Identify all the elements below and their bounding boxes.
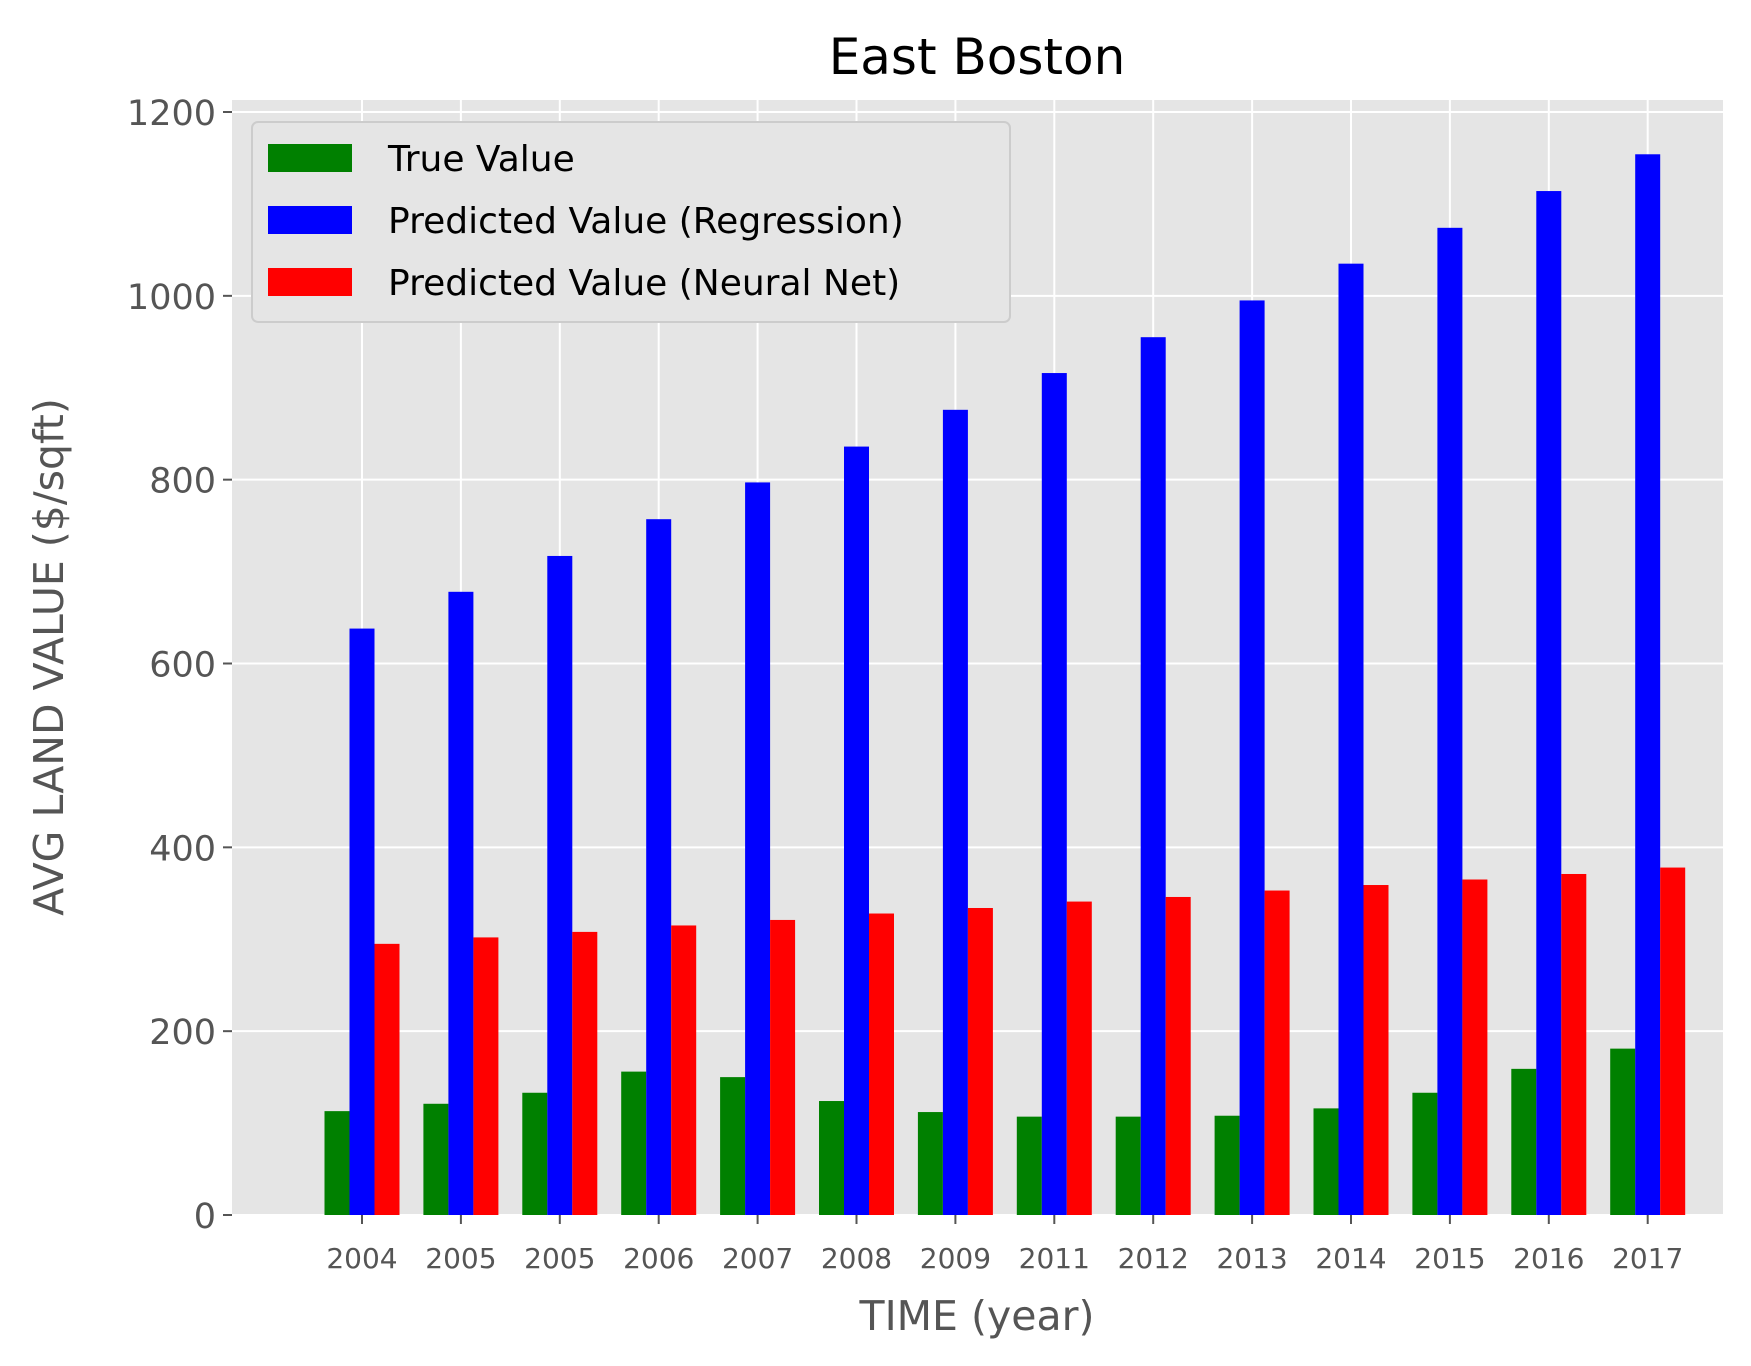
bar-true-value [1511, 1068, 1537, 1215]
x-tick-label: 2012 [1118, 1242, 1189, 1275]
x-tick-label: 2013 [1216, 1242, 1287, 1275]
y-tick-label: 0 [194, 1197, 216, 1237]
bar-true-value [324, 1111, 350, 1215]
x-tick-label: 2008 [821, 1242, 892, 1275]
bar-predicted-value-regression [646, 519, 672, 1215]
bar-predicted-value-regression [1536, 191, 1562, 1215]
bar-predicted-value-neural-net [473, 937, 499, 1215]
chart-title: East Boston [829, 28, 1126, 86]
bar-predicted-value-neural-net [1165, 896, 1191, 1215]
bar-predicted-value-regression [1437, 227, 1463, 1215]
bar-true-value [1115, 1116, 1141, 1215]
x-tick-label: 2004 [326, 1242, 397, 1275]
x-tick-label: 2009 [920, 1242, 991, 1275]
bars [324, 154, 1686, 1216]
y-axis-label: AVG LAND VALUE ($/sqft) [25, 398, 73, 916]
bar-true-value [1412, 1092, 1438, 1215]
y-tick-label: 200 [149, 1013, 216, 1053]
y-axis: 0 200 400 600 800 1000 1200 [127, 94, 232, 1237]
y-tick-label: 400 [149, 829, 216, 869]
bar-predicted-value-neural-net [1561, 873, 1587, 1215]
legend-label: Predicted Value (Regression) [388, 201, 904, 242]
bar-true-value [522, 1092, 548, 1215]
x-tick-label: 2007 [722, 1242, 793, 1275]
x-tick-label: 2005 [524, 1242, 595, 1275]
bar-predicted-value-regression [942, 409, 968, 1215]
bar-predicted-value-neural-net [1066, 901, 1092, 1215]
legend-label: Predicted Value (Neural Net) [388, 263, 900, 304]
bar-predicted-value-neural-net [869, 913, 894, 1215]
bar-true-value [423, 1103, 449, 1215]
bar-predicted-value-regression [1635, 154, 1661, 1216]
legend: True Value Predicted Value (Regression) Pr… [251, 121, 1011, 323]
bar-predicted-value-neural-net [967, 907, 993, 1215]
x-tick-label: 2015 [1414, 1242, 1485, 1275]
legend-swatch [268, 206, 352, 234]
bar-true-value [621, 1071, 647, 1215]
x-tick-label: 2014 [1315, 1242, 1386, 1275]
bar-predicted-value-neural-net [374, 943, 400, 1215]
x-tick-label: 2006 [623, 1242, 694, 1275]
legend-swatch [268, 144, 352, 172]
bar-true-value [1214, 1115, 1240, 1215]
bar-true-value [1610, 1048, 1636, 1215]
y-tick-label: 600 [149, 646, 216, 686]
x-tick-label: 2005 [425, 1242, 496, 1275]
bar-predicted-value-neural-net [770, 919, 796, 1215]
bar-true-value [1016, 1116, 1042, 1215]
bar-predicted-value-regression [1041, 373, 1067, 1215]
x-axis-label: TIME (year) [859, 1292, 1095, 1340]
bar-predicted-value-neural-net [572, 931, 598, 1215]
bar-predicted-value-regression [745, 482, 771, 1215]
bar-true-value [720, 1077, 746, 1215]
bar-predicted-value-regression [349, 628, 375, 1215]
y-tick-label: 1000 [127, 278, 216, 318]
bar-predicted-value-neural-net [1264, 890, 1290, 1215]
bar-predicted-value-regression [844, 446, 869, 1215]
bar-predicted-value-regression [547, 555, 573, 1215]
bar-true-value [819, 1101, 844, 1215]
x-tick-label: 2016 [1513, 1242, 1584, 1275]
legend-swatch [268, 268, 352, 296]
x-axis: 2004 2005 2005 2006 2007 2008 2009 2011 2012 2013… [326, 1215, 1683, 1275]
bar-predicted-value-regression [1239, 300, 1265, 1215]
y-tick-label: 800 [149, 462, 216, 502]
bar-predicted-value-neural-net [671, 925, 697, 1215]
x-tick-label: 2011 [1019, 1242, 1090, 1275]
bar-true-value [917, 1112, 943, 1215]
bar-predicted-value-neural-net [1363, 885, 1389, 1215]
bar-predicted-value-neural-net [1660, 867, 1686, 1215]
bar-predicted-value-regression [1338, 263, 1364, 1216]
bar-true-value [1313, 1108, 1339, 1215]
bar-predicted-value-regression [1140, 337, 1166, 1216]
x-tick-label: 2017 [1612, 1242, 1683, 1275]
legend-frame [251, 121, 1011, 323]
bar-predicted-value-neural-net [1462, 879, 1488, 1215]
bar-predicted-value-regression [448, 591, 474, 1215]
y-tick-label: 1200 [127, 94, 216, 134]
legend-label: True Value [387, 139, 575, 180]
